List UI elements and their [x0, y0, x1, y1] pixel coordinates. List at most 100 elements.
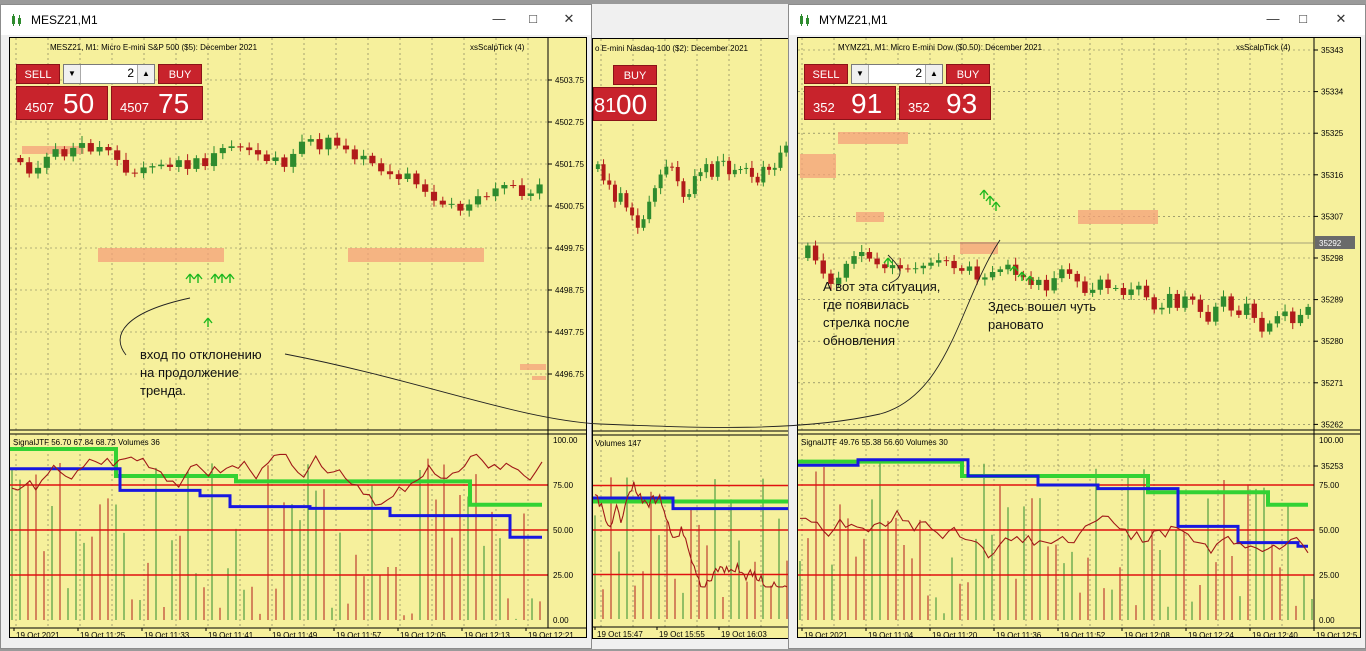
candle-body	[641, 219, 646, 228]
time-tick-label: 19 Oct 2021	[16, 631, 60, 638]
buy-signal-arrow-icon	[185, 273, 195, 283]
candlestick-chart-icon	[800, 14, 809, 26]
candle-body	[307, 139, 314, 142]
candle-body	[744, 167, 749, 170]
chart-symbol-header: MYMZ21, M1: Micro E-mini Dow ($0.50): De…	[838, 43, 1043, 52]
candle-body	[1128, 289, 1134, 295]
indicator-tick-label: 25.00	[553, 571, 574, 580]
candle-body	[1243, 303, 1250, 315]
buy-price-button[interactable]: 352 93	[899, 86, 991, 120]
lot-dropdown-icon[interactable]: ▼	[64, 65, 81, 83]
price-and-indicator-chart[interactable]: o E-mini Nasdaq-100 ($2): December 2021 V…	[593, 39, 792, 639]
signal-zone	[1078, 210, 1158, 224]
window-titlebar[interactable]: MYMZ21,M1 — □ ✕	[789, 5, 1365, 35]
candle-body	[692, 176, 697, 195]
candle-body	[52, 149, 59, 157]
candle-body	[26, 162, 33, 174]
sell-button[interactable]: SELL	[16, 64, 60, 84]
lot-dropdown-icon[interactable]: ▼	[852, 65, 869, 83]
candle-body	[466, 204, 473, 211]
indicator-name-label: xsScalpTick (4)	[1236, 43, 1291, 52]
buy-signal-arrow-icon	[193, 273, 203, 283]
sell-price-button[interactable]: 4507 50	[16, 86, 108, 120]
maximize-button[interactable]: □	[529, 11, 537, 26]
buy-button[interactable]: BUY	[613, 65, 657, 85]
candle-body	[78, 143, 86, 148]
price-and-indicator-chart[interactable]: 4503.75 4502.75 4501.75 4500.75 4499.75 4498.…	[10, 38, 587, 638]
lot-increase-icon[interactable]: ▲	[137, 65, 154, 83]
buy-price-button[interactable]: 4507 75	[111, 86, 203, 120]
slow-signal-line	[798, 459, 1308, 507]
buy-price-button[interactable]: 00 81	[593, 87, 657, 121]
candle-body	[966, 266, 973, 271]
candle-body	[34, 167, 42, 174]
candle-body	[298, 141, 306, 154]
candle-body	[395, 174, 402, 180]
candle-body	[732, 169, 737, 175]
chart-area[interactable]: o E-mini Nasdaq-100 ($2): December 2021 V…	[592, 38, 792, 639]
minimize-button[interactable]: —	[492, 11, 506, 26]
oscillator-line	[594, 481, 788, 588]
candle-body	[404, 173, 411, 180]
candle-body	[386, 171, 394, 175]
lot-size-value[interactable]: 2	[915, 66, 922, 80]
candle-body	[805, 245, 811, 258]
candle-body	[501, 185, 508, 189]
chart-area[interactable]: 4503.75 4502.75 4501.75 4500.75 4499.75 4498.…	[9, 37, 587, 638]
buy-button[interactable]: BUY	[158, 64, 202, 84]
candle-body	[912, 268, 919, 270]
time-tick-label: 19 Oct 12:05	[400, 631, 446, 638]
buy-button[interactable]: BUY	[946, 64, 990, 84]
candle-body	[601, 164, 606, 181]
candle-body	[483, 196, 490, 198]
candle-body	[1174, 293, 1180, 308]
buy-price-prefix: 352	[908, 100, 930, 115]
chart-symbol-header: MESZ21, M1: Micro E-mini S&P 500 ($5): D…	[50, 43, 258, 52]
candle-body	[149, 166, 156, 168]
time-tick-label: 19 Oct 11:57	[336, 631, 382, 638]
candle-body	[527, 193, 534, 196]
candle-body	[761, 166, 766, 183]
candle-body	[351, 149, 358, 160]
close-button[interactable]: ✕	[563, 11, 575, 26]
oscillator-line	[799, 509, 1309, 559]
mesz21-chart-window[interactable]: MESZ21,M1 — □ ✕ 4503.75 4502.75 4501.75 450…	[0, 4, 592, 649]
indicator-tick-label: 25.00	[1319, 571, 1340, 580]
close-button[interactable]: ✕	[1335, 11, 1347, 26]
chart-area[interactable]: 35343 35334 35325 35316 35307 35298 35289 35280…	[797, 37, 1361, 638]
annotation-early-entry-note: Здесь вошел чуть рановато	[988, 299, 1096, 332]
candle-body	[982, 277, 988, 280]
nasdaq-chart-window[interactable]: o E-mini Nasdaq-100 ($2): December 2021 V…	[592, 4, 792, 649]
sell-price-prefix: 352	[813, 100, 835, 115]
indicator-tick-label: 0.00	[553, 616, 569, 625]
maximize-button[interactable]: □	[1299, 11, 1307, 26]
lot-size-stepper[interactable]: ▼ 2 ▲	[63, 64, 155, 84]
candle-body	[342, 145, 350, 150]
lot-increase-icon[interactable]: ▲	[925, 65, 942, 83]
lot-size-value[interactable]: 2	[127, 66, 134, 80]
candle-body	[851, 256, 857, 264]
candle-body	[228, 146, 235, 148]
minimize-button[interactable]: —	[1266, 11, 1280, 26]
candle-body	[630, 207, 635, 216]
candle-body	[772, 167, 777, 170]
candle-body	[369, 155, 376, 164]
window-title: MYMZ21,M1	[819, 13, 888, 27]
signal-zone	[800, 154, 836, 178]
candle-body	[882, 264, 888, 269]
time-tick-label: 19 Oct 11:49	[272, 631, 318, 638]
slow-signal-line	[10, 447, 542, 507]
candle-body	[492, 188, 499, 197]
candle-body	[920, 265, 926, 269]
candle-body	[755, 176, 760, 183]
sell-button[interactable]: SELL	[804, 64, 848, 84]
window-titlebar[interactable]: MESZ21,M1 — □ ✕	[1, 5, 591, 35]
one-click-trading-panel: BUY 00 81	[593, 65, 663, 121]
candle-body	[698, 172, 703, 177]
candle-body	[1051, 278, 1057, 291]
candle-body	[1282, 311, 1288, 317]
indicator-tick-label: 75.00	[553, 481, 574, 490]
sell-price-button[interactable]: 352 91	[804, 86, 896, 120]
lot-size-stepper[interactable]: ▼ 2 ▲	[851, 64, 943, 84]
mymz21-chart-window[interactable]: MYMZ21,M1 — □ ✕ 35343 35334 35325 35316 3530…	[788, 4, 1366, 649]
